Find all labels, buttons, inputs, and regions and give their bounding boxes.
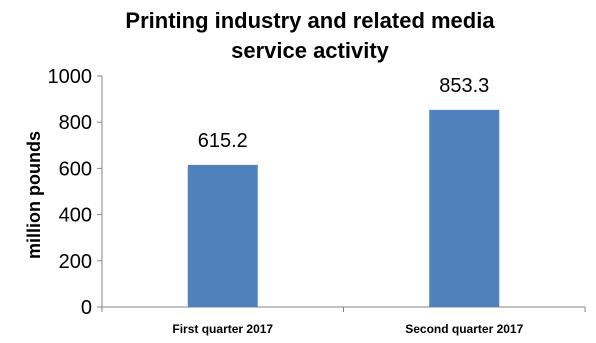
y-tick-label: 0 [81, 297, 92, 319]
bars [187, 109, 500, 308]
x-tick-label: Second quarter 2017 [405, 322, 523, 336]
y-tick-label: 800 [59, 112, 92, 134]
data-label: 853.3 [439, 75, 489, 97]
bar [429, 109, 500, 308]
y-axis-label: million pounds [24, 131, 44, 259]
chart-title: Printing industry and related media serv… [60, 6, 560, 66]
y-tick-label: 400 [59, 205, 92, 227]
chart-title-line-2: service activity [231, 38, 389, 63]
chart-title-line-1: Printing industry and related media [125, 8, 495, 33]
data-label: 615.2 [198, 130, 248, 152]
x-tick-label: First quarter 2017 [172, 322, 273, 336]
y-tick-label: 600 [59, 158, 92, 180]
x-tick-labels: First quarter 2017 Second quarter 2017 [172, 322, 523, 336]
bar [187, 164, 258, 307]
data-labels: 615.2 853.3 [198, 75, 490, 152]
y-ticks: 0 200 400 600 800 1000 [48, 66, 586, 319]
y-tick-label: 200 [59, 251, 92, 273]
y-tick-label: 1000 [48, 66, 93, 88]
